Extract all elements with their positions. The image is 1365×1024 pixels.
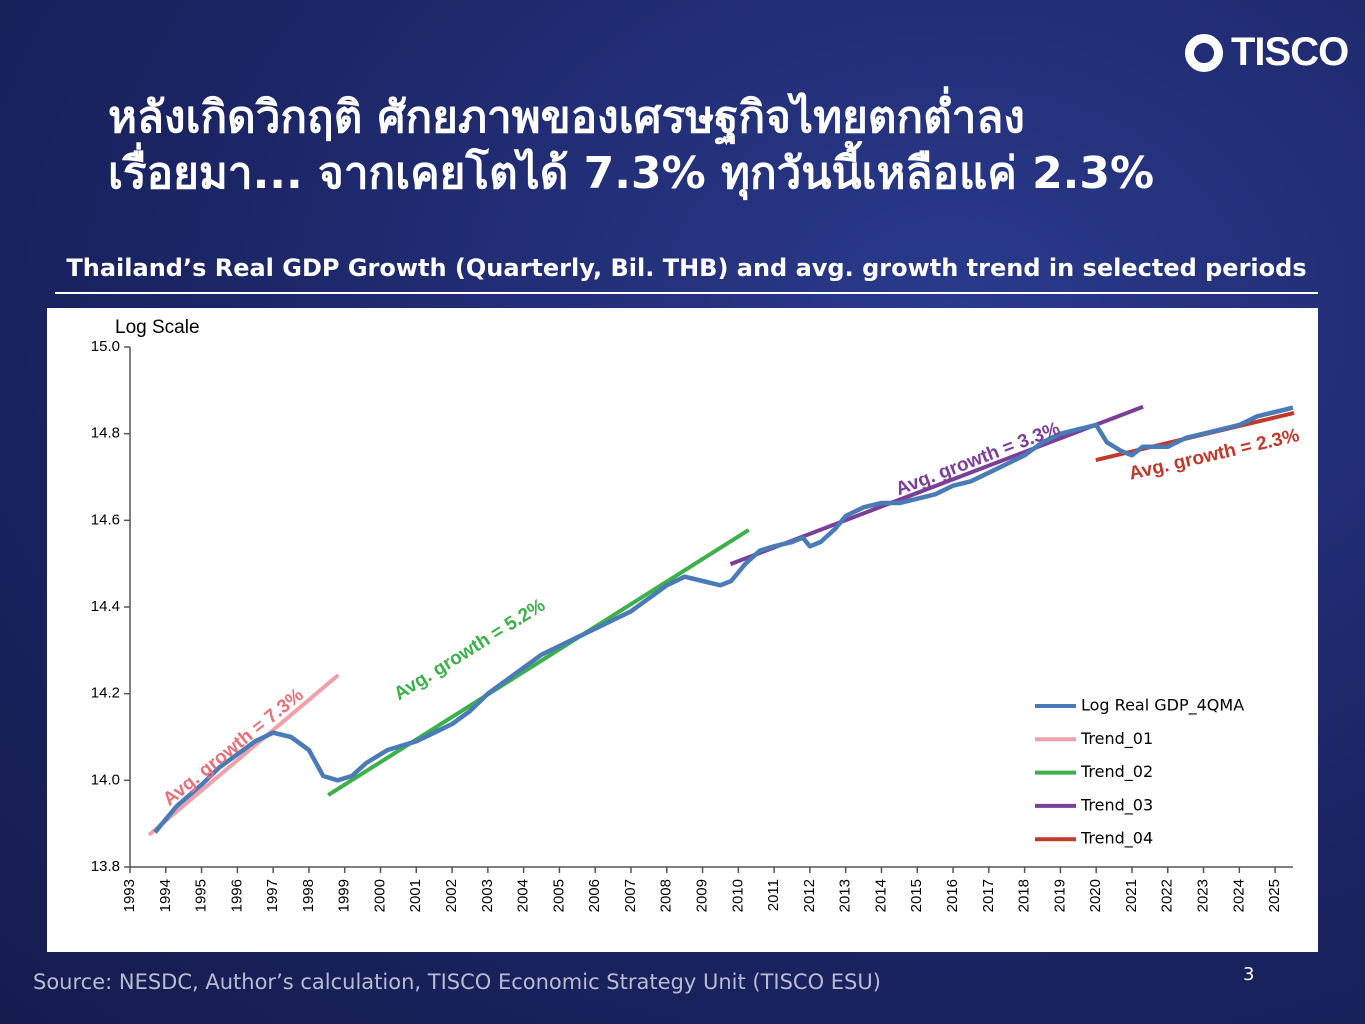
y-tick-label: 14.4 [91,598,120,615]
annotation: Avg. growth = 2.3% [1127,425,1301,485]
trend-line [147,673,340,837]
y-tick-label: 14.2 [91,685,120,702]
y-tick-label: 15.0 [91,338,120,355]
x-tick-label: 2007 [622,879,639,912]
y-tick-label: 13.8 [91,858,120,875]
source-note: Source: NESDC, Author’s calculation, TIS… [33,970,881,994]
x-tick-label: 1999 [336,879,353,912]
y-tick-label: 14.6 [91,511,120,528]
annotation: Avg. growth = 5.2% [390,595,549,705]
x-tick-label: 1993 [121,879,138,912]
annotation: Avg. growth = 3.3% [893,418,1063,500]
x-tick-label: 2020 [1087,879,1104,912]
title-line: หลังเกิดวิกฤติ ศักยภาพของเศรษฐกิจไทยตกต่… [108,92,1025,143]
x-tick-label: 2000 [371,879,388,912]
annotation: Avg. growth = 7.3% [159,684,308,810]
x-tick-label: 1994 [157,879,174,912]
x-tick-label: 2017 [980,879,997,912]
x-tick-label: 1997 [264,879,281,912]
legend-label: Trend_03 [1080,795,1153,815]
logo-text: TISCO [1231,30,1349,74]
gdp-line [153,405,1294,834]
legend-label: Trend_01 [1080,729,1153,749]
legend-label: Log Real GDP_4QMA [1081,696,1244,716]
x-tick-label: 2012 [801,879,818,912]
x-tick-label: 1995 [193,879,210,912]
x-tick-label: 2005 [550,879,567,912]
y-axis-label: Log Scale [115,317,200,338]
x-tick-label: 2016 [944,879,961,912]
chart: Log Scale 13.8 14.0 14.2 14.4 14.6 14.8 15.0 19… [91,317,1302,912]
x-tick-label: 2001 [407,879,424,912]
x-tick-label: 2003 [479,879,496,912]
logo: TISCO [1185,30,1349,75]
slide-title: หลังเกิดวิกฤติ ศักยภาพของเศรษฐกิจไทยตกต่… [108,90,1154,202]
x-tick-label: 2006 [586,879,603,912]
legend-label: Trend_04 [1080,829,1153,849]
x-tick-label: 2002 [443,879,460,912]
y-tick-label: 14.8 [91,425,120,442]
x-tick-label: 2014 [872,879,889,912]
x-tick-label: 2004 [515,879,532,912]
x-tick-label: 2009 [694,879,711,912]
x-tick-label: 2022 [1159,879,1176,912]
x-tick-label: 2011 [765,879,782,911]
title-line: เรื่อยมา... จากเคยโตได้ 7.3% ทุกวันนี้เห… [108,148,1155,199]
legend-label: Trend_02 [1080,762,1153,782]
y-tick-label: 14.0 [91,771,120,788]
x-tick-label: 2008 [658,879,675,912]
x-tick-label: 2015 [908,879,925,912]
logo-ring [1185,33,1223,72]
x-tick-label: 2025 [1266,879,1283,912]
x-tick-label: 2013 [837,879,854,912]
trend-line [327,528,750,797]
x-tick-label: 2018 [1016,879,1033,912]
x-tick-label: 2024 [1230,879,1247,912]
chart-title: Thailand’s Real GDP Growth (Quarterly, B… [55,254,1318,294]
page-number: 3 [1243,964,1255,985]
x-tick-label: 2010 [729,879,746,912]
x-tick-label: 1998 [300,879,317,912]
x-tick-label: 1996 [228,879,245,912]
x-tick-label: 2021 [1123,879,1140,912]
x-tick-label: 2019 [1051,879,1068,912]
x-tick-label: 2023 [1195,879,1212,912]
chart-panel: Log Scale 13.8 14.0 14.2 14.4 14.6 14.8 15.0 19… [47,308,1318,952]
